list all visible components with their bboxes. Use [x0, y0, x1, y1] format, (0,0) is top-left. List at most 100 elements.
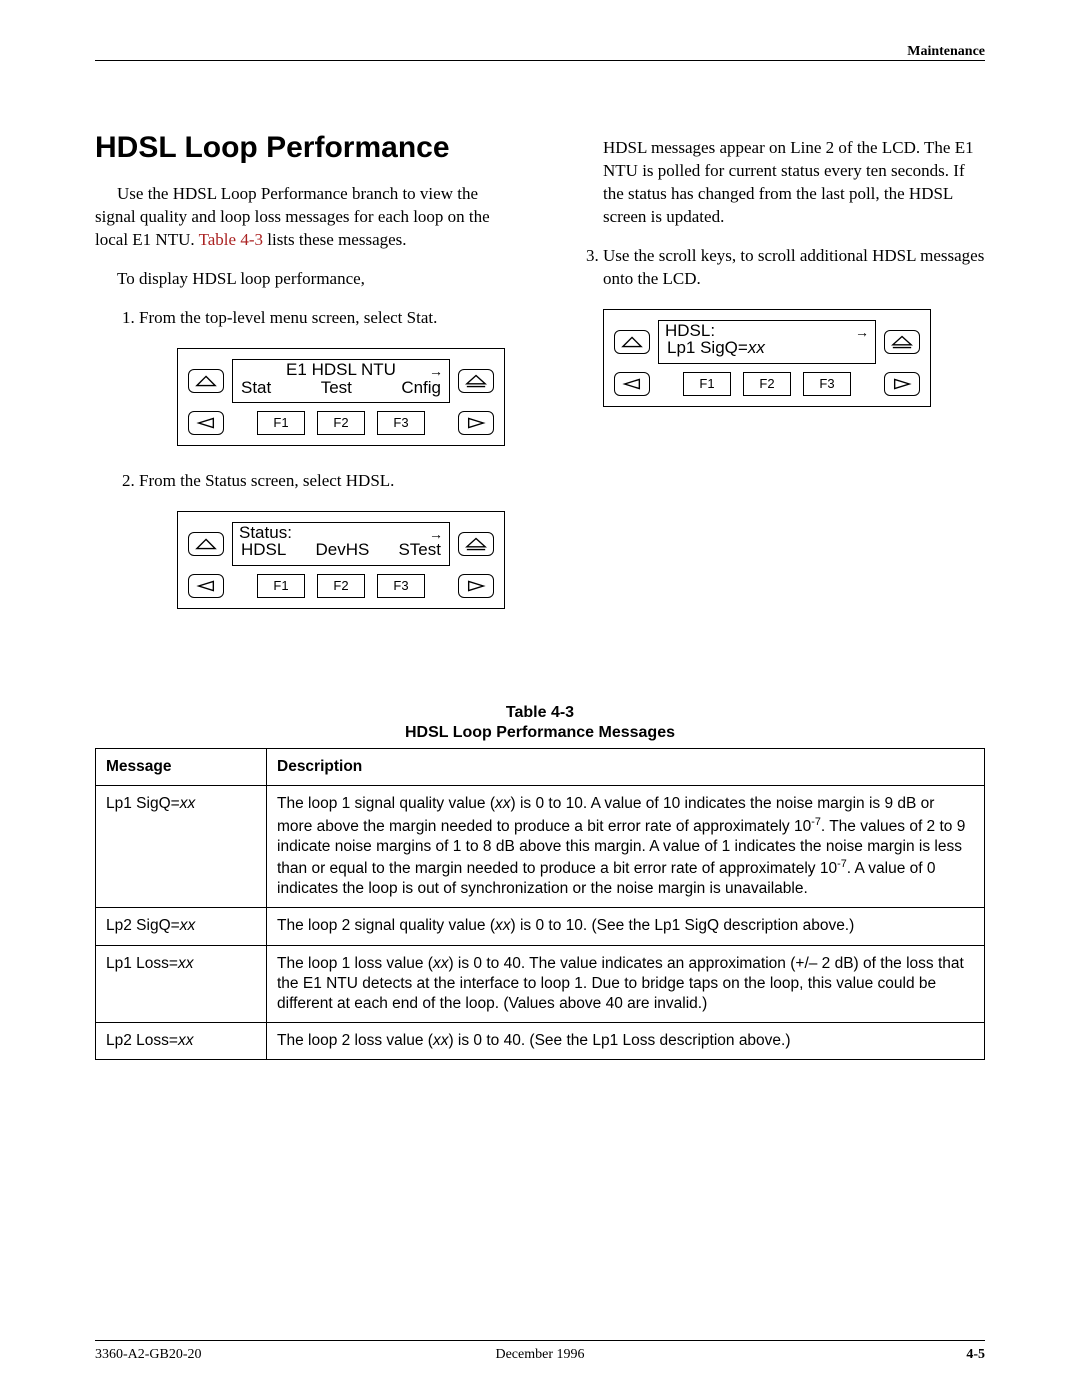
- step-1: From the top-level menu screen, select S…: [139, 307, 521, 446]
- triangle-up-under-icon: [458, 532, 494, 556]
- msg-cell: Lp1 Loss=xx: [96, 945, 267, 1022]
- table-caption-1: Table 4-3: [95, 703, 985, 724]
- msg-prefix: Lp2 Loss=: [106, 1032, 178, 1049]
- triangle-up-icon: [188, 369, 224, 393]
- desc-cell: The loop 2 signal quality value (xx) is …: [267, 908, 985, 945]
- lcd3-xx: xx: [748, 339, 765, 357]
- step-1-text: From the top-level menu screen, select S…: [139, 308, 437, 327]
- footer-date: December 1996: [95, 1347, 985, 1363]
- messages-table: Message Description Lp1 SigQ=xx The loop…: [95, 748, 985, 1060]
- table-caption: Table 4-3 HDSL Loop Performance Messages: [95, 703, 985, 745]
- desc-cell: The loop 1 signal quality value (xx) is …: [267, 786, 985, 908]
- msg-prefix: Lp1 Loss=: [106, 955, 178, 972]
- lcd1-fkeys: F1 F2 F3: [232, 411, 450, 435]
- content-columns: HDSL Loop Performance Use the HDSL Loop …: [95, 131, 985, 633]
- lcd3-line2: Lp1 SigQ=xx: [665, 339, 869, 357]
- th-message: Message: [96, 749, 267, 786]
- lcd1-menu-stat: Stat: [241, 379, 271, 397]
- lcd2-menu-hdsl: HDSL: [241, 541, 286, 559]
- steps-list-left: From the top-level menu screen, select S…: [95, 307, 521, 609]
- triangle-up-icon: [614, 330, 650, 354]
- msg-xx: xx: [178, 1032, 194, 1049]
- bottom-rule: [95, 1340, 985, 1341]
- lcd3-line1: HDSL:: [665, 322, 869, 340]
- lcd2-row-bottom: F1 F2 F3: [178, 570, 504, 608]
- msg-prefix: Lp1 SigQ=: [106, 795, 180, 812]
- lcd3-row-bottom: F1 F2 F3: [604, 368, 930, 406]
- table-row: Lp2 Loss=xx The loop 2 loss value (xx) i…: [96, 1022, 985, 1059]
- table-block: Table 4-3 HDSL Loop Performance Messages…: [95, 703, 985, 1060]
- arrow-right-icon: →: [429, 527, 443, 542]
- f1-key: F1: [683, 372, 731, 396]
- f2-key: F2: [317, 411, 365, 435]
- lcd2-screen: → Status: HDSL DevHS STest: [232, 522, 450, 566]
- table-row: Lp1 SigQ=xx The loop 1 signal quality va…: [96, 786, 985, 908]
- triangle-left-icon: [188, 411, 224, 435]
- triangle-left-icon: [188, 574, 224, 598]
- triangle-up-under-icon: [884, 330, 920, 354]
- table-body: Lp1 SigQ=xx The loop 1 signal quality va…: [96, 786, 985, 1060]
- intro-paragraph: Use the HDSL Loop Performance branch to …: [95, 183, 521, 252]
- triangle-right-icon: [884, 372, 920, 396]
- f3-key: F3: [377, 574, 425, 598]
- f3-key: F3: [803, 372, 851, 396]
- header-chapter: Maintenance: [907, 44, 985, 60]
- lcd3-row-top: → HDSL: Lp1 SigQ=xx: [604, 310, 930, 368]
- step-3-text: Use the scroll keys, to scroll additiona…: [603, 246, 984, 288]
- lcd1-line1: E1 HDSL NTU: [239, 361, 443, 379]
- page-title: HDSL Loop Performance: [95, 131, 521, 165]
- step-2-text: From the Status screen, select HDSL.: [139, 471, 394, 490]
- f1-key: F1: [257, 411, 305, 435]
- th-description: Description: [267, 749, 985, 786]
- lcd1-menu-cnfig: Cnfig: [401, 379, 441, 397]
- lcd-figure-1: → E1 HDSL NTU Stat Test Cnfig: [177, 348, 521, 446]
- f2-key: F2: [317, 574, 365, 598]
- page: Maintenance HDSL Loop Performance Use th…: [0, 0, 1080, 1397]
- f2-key: F2: [743, 372, 791, 396]
- right-column: HDSL messages appear on Line 2 of the LC…: [559, 131, 985, 633]
- lcd2-menu-stest: STest: [398, 541, 441, 559]
- lcd1-row-top: → E1 HDSL NTU Stat Test Cnfig: [178, 349, 504, 407]
- right-paragraph: HDSL messages appear on Line 2 of the LC…: [603, 137, 985, 229]
- f3-key: F3: [377, 411, 425, 435]
- steps-list-right: Use the scroll keys, to scroll additiona…: [559, 245, 985, 407]
- step-3: Use the scroll keys, to scroll additiona…: [603, 245, 985, 407]
- desc-cell: The loop 1 loss value (xx) is 0 to 40. T…: [267, 945, 985, 1022]
- top-rule: [95, 60, 985, 61]
- page-footer: 3360-A2-GB20-20 December 1996 4-5: [95, 1347, 985, 1363]
- lcd3-prefix: Lp1 SigQ=: [667, 339, 748, 357]
- msg-prefix: Lp2 SigQ=: [106, 917, 180, 934]
- table-header-row: Message Description: [96, 749, 985, 786]
- lcd-device-1: → E1 HDSL NTU Stat Test Cnfig: [177, 348, 505, 446]
- table-reference-link[interactable]: Table 4-3: [199, 230, 263, 249]
- triangle-up-under-icon: [458, 369, 494, 393]
- lcd1-row-bottom: F1 F2 F3: [178, 407, 504, 445]
- arrow-right-icon: →: [855, 325, 869, 340]
- intro-tail: lists these messages.: [263, 230, 407, 249]
- msg-cell: Lp2 Loss=xx: [96, 1022, 267, 1059]
- f1-key: F1: [257, 574, 305, 598]
- lcd2-line2: HDSL DevHS STest: [239, 541, 443, 559]
- lcd-device-2: → Status: HDSL DevHS STest: [177, 511, 505, 609]
- arrow-right-icon: →: [429, 364, 443, 379]
- lcd2-menu-devhs: DevHS: [315, 541, 369, 559]
- intro-2: To display HDSL loop performance,: [117, 268, 521, 291]
- triangle-right-icon: [458, 411, 494, 435]
- desc-cell: The loop 2 loss value (xx) is 0 to 40. (…: [267, 1022, 985, 1059]
- lcd2-row-top: → Status: HDSL DevHS STest: [178, 512, 504, 570]
- lcd-figure-3: → HDSL: Lp1 SigQ=xx: [603, 309, 985, 407]
- lcd2-line1: Status:: [239, 524, 443, 542]
- table-row: Lp2 SigQ=xx The loop 2 signal quality va…: [96, 908, 985, 945]
- msg-xx: xx: [180, 795, 196, 812]
- triangle-right-icon: [458, 574, 494, 598]
- lcd-device-3: → HDSL: Lp1 SigQ=xx: [603, 309, 931, 407]
- lcd2-fkeys: F1 F2 F3: [232, 574, 450, 598]
- step-2: From the Status screen, select HDSL. → S…: [139, 470, 521, 609]
- msg-xx: xx: [180, 917, 196, 934]
- left-column: HDSL Loop Performance Use the HDSL Loop …: [95, 131, 521, 633]
- lcd3-screen: → HDSL: Lp1 SigQ=xx: [658, 320, 876, 364]
- triangle-left-icon: [614, 372, 650, 396]
- lcd-figure-2: → Status: HDSL DevHS STest: [177, 511, 521, 609]
- msg-cell: Lp2 SigQ=xx: [96, 908, 267, 945]
- triangle-up-icon: [188, 532, 224, 556]
